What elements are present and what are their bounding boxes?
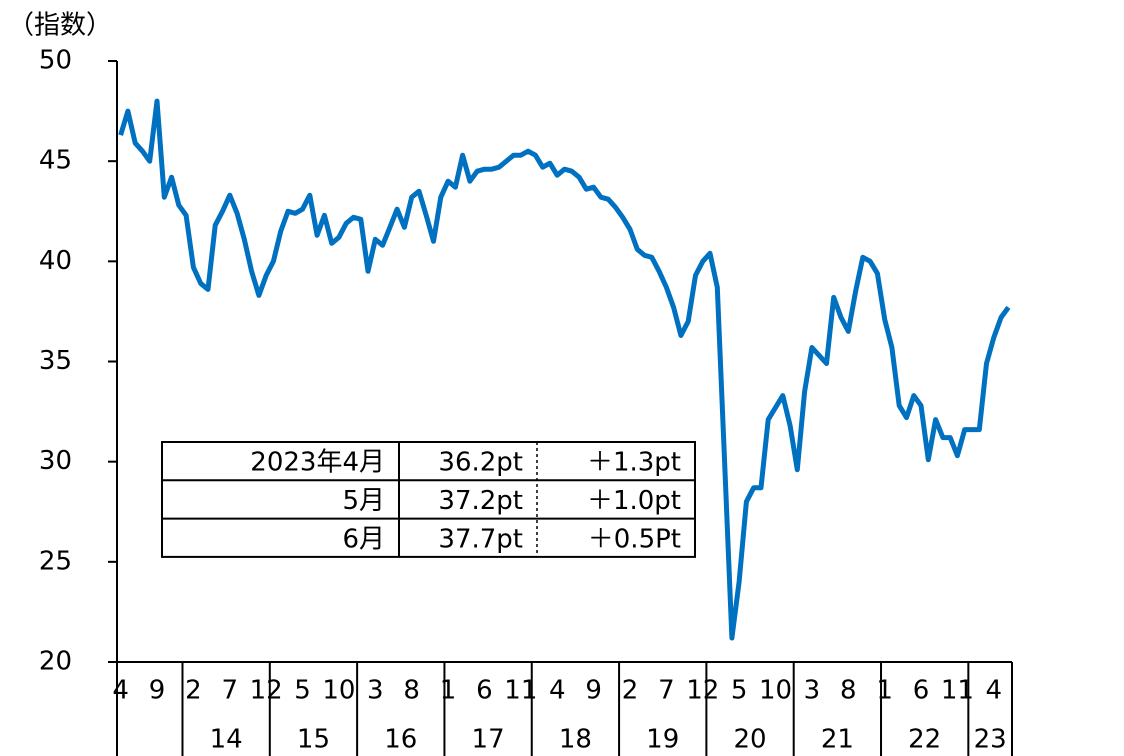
x-tick-label: 7 [658, 676, 675, 706]
x-tick-label: 2 [622, 676, 639, 706]
x-tick-label: 9 [149, 676, 166, 706]
y-tick-label: 40 [39, 246, 72, 276]
year-label: 16 [384, 725, 417, 755]
table-cell: ＋1.3pt [587, 448, 681, 478]
x-tick-label: 7 [222, 676, 239, 706]
year-label: 17 [472, 725, 505, 755]
table-cell: ＋0.5Pt [588, 524, 681, 554]
table-cell: 37.2pt [438, 486, 523, 516]
year-label: 20 [734, 725, 767, 755]
x-tick-label: 5 [294, 676, 311, 706]
x-tick-label: 8 [403, 676, 420, 706]
data-line [118, 98, 1011, 641]
year-label: 14 [210, 725, 243, 755]
y-tick-label: 25 [39, 546, 72, 576]
x-tick-label: 4 [986, 676, 1003, 706]
table-cell: ＋1.0pt [587, 486, 681, 516]
x-tick-label: 9 [585, 676, 602, 706]
x-tick-label: 3 [804, 676, 821, 706]
y-tick-label: 30 [39, 446, 72, 476]
y-tick-label: 35 [39, 346, 72, 376]
x-tick-label: 4 [549, 676, 566, 706]
x-tick-label: 1 [876, 676, 893, 706]
x-tick-label: 3 [367, 676, 384, 706]
y-tick-label: 20 [39, 647, 72, 677]
year-label: 15 [297, 725, 330, 755]
year-label: 22 [908, 725, 941, 755]
x-tick-label: 6 [476, 676, 493, 706]
table-cell: 6月 [342, 524, 385, 554]
x-tick-label: 4 [112, 676, 129, 706]
x-tick-label: 8 [840, 676, 857, 706]
y-tick-label: 45 [39, 146, 72, 176]
y-axis-label: （指数） [8, 11, 112, 41]
y-tick-label: 50 [39, 46, 72, 76]
table-cell: 5月 [342, 486, 385, 516]
x-tick-label: 6 [913, 676, 930, 706]
table-cell: 36.2pt [438, 448, 523, 478]
x-tick-label: 10 [759, 676, 792, 706]
year-label: 21 [821, 725, 854, 755]
x-tick-label: 2 [185, 676, 202, 706]
year-label: 23 [974, 725, 1007, 755]
x-tick-label: 12 [250, 676, 283, 706]
x-tick-label: 12 [686, 676, 719, 706]
x-tick-label: 5 [731, 676, 748, 706]
table-cell: 37.7pt [438, 524, 523, 554]
table-box [161, 441, 696, 558]
year-label: 18 [559, 725, 592, 755]
table-cell: 2023年4月 [250, 448, 385, 478]
year-label: 19 [646, 725, 679, 755]
x-tick-label: 10 [322, 676, 355, 706]
x-tick-label: 1 [440, 676, 457, 706]
